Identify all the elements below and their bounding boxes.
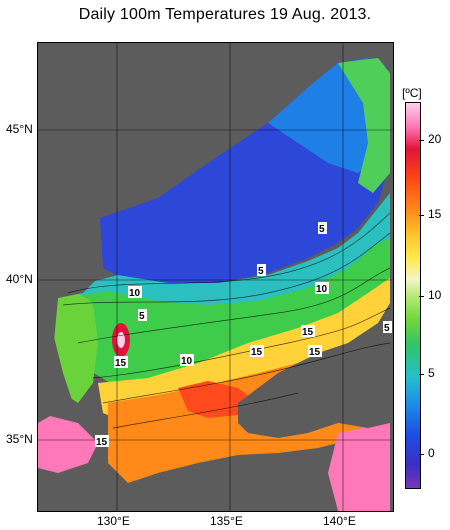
- sea-pink-southeast: [328, 423, 390, 511]
- sea-warm-band: [98, 278, 390, 423]
- contour-label: 10: [129, 288, 141, 299]
- colorbar-tick-mark: [419, 215, 424, 216]
- colorbar-tick-mark: [419, 374, 424, 375]
- sea-pink-southwest: [38, 413, 98, 473]
- sea-west-coast-green: [53, 293, 98, 403]
- sea-green-north: [338, 58, 390, 193]
- sea-green-band: [60, 238, 390, 388]
- lon-label-130e: 130°E: [97, 514, 130, 528]
- contour-label: 10: [181, 356, 193, 367]
- temperature-map: 10 5 15 10 15 5 10 5 15 15 5 15: [37, 42, 394, 512]
- colorbar-tick-5: 5: [428, 366, 435, 380]
- contour-label: 15: [115, 358, 127, 369]
- temperature-colorbar: [405, 102, 421, 489]
- colorbar-unit: [ºC]: [402, 86, 422, 100]
- contour-label: 5: [139, 311, 145, 322]
- lat-label-45n: 45°N: [6, 122, 33, 136]
- colorbar-tick-0: 0: [428, 446, 435, 460]
- contour-label: 5: [319, 224, 325, 235]
- colorbar-tick-mark: [419, 140, 424, 141]
- contour-label: 15: [251, 347, 263, 358]
- map-title: Daily 100m Temperatures 19 Aug. 2013.: [78, 6, 372, 23]
- contour-label: 15: [309, 347, 321, 358]
- contour-label: 5: [258, 266, 264, 277]
- lon-label-135e: 135°E: [210, 514, 243, 528]
- warm-eddy-core: [117, 332, 125, 348]
- land-japan: [238, 303, 390, 438]
- colorbar-tick-mark: [419, 296, 424, 297]
- colorbar-tick-20: 20: [428, 132, 442, 146]
- contour-label: 5: [384, 323, 390, 334]
- contour-label: 15: [96, 437, 108, 448]
- colorbar-tick-10: 10: [428, 288, 442, 302]
- contour-label: 15: [302, 327, 314, 338]
- lat-label-40n: 40°N: [6, 272, 33, 286]
- contour-value-labels: 10 5 15 10 15 5 10 5 15 15 5 15: [95, 222, 392, 448]
- colorbar-tick-15: 15: [428, 207, 442, 221]
- temperature-map-svg: 10 5 15 10 15 5 10 5 15 15 5 15: [38, 43, 393, 511]
- land-korea: [38, 243, 98, 423]
- lat-label-35n: 35°N: [6, 432, 33, 446]
- contour-label: 10: [316, 284, 328, 295]
- colorbar-tick-mark: [419, 454, 424, 455]
- contour-lines: [62, 212, 391, 429]
- lon-label-140e: 140°E: [323, 514, 356, 528]
